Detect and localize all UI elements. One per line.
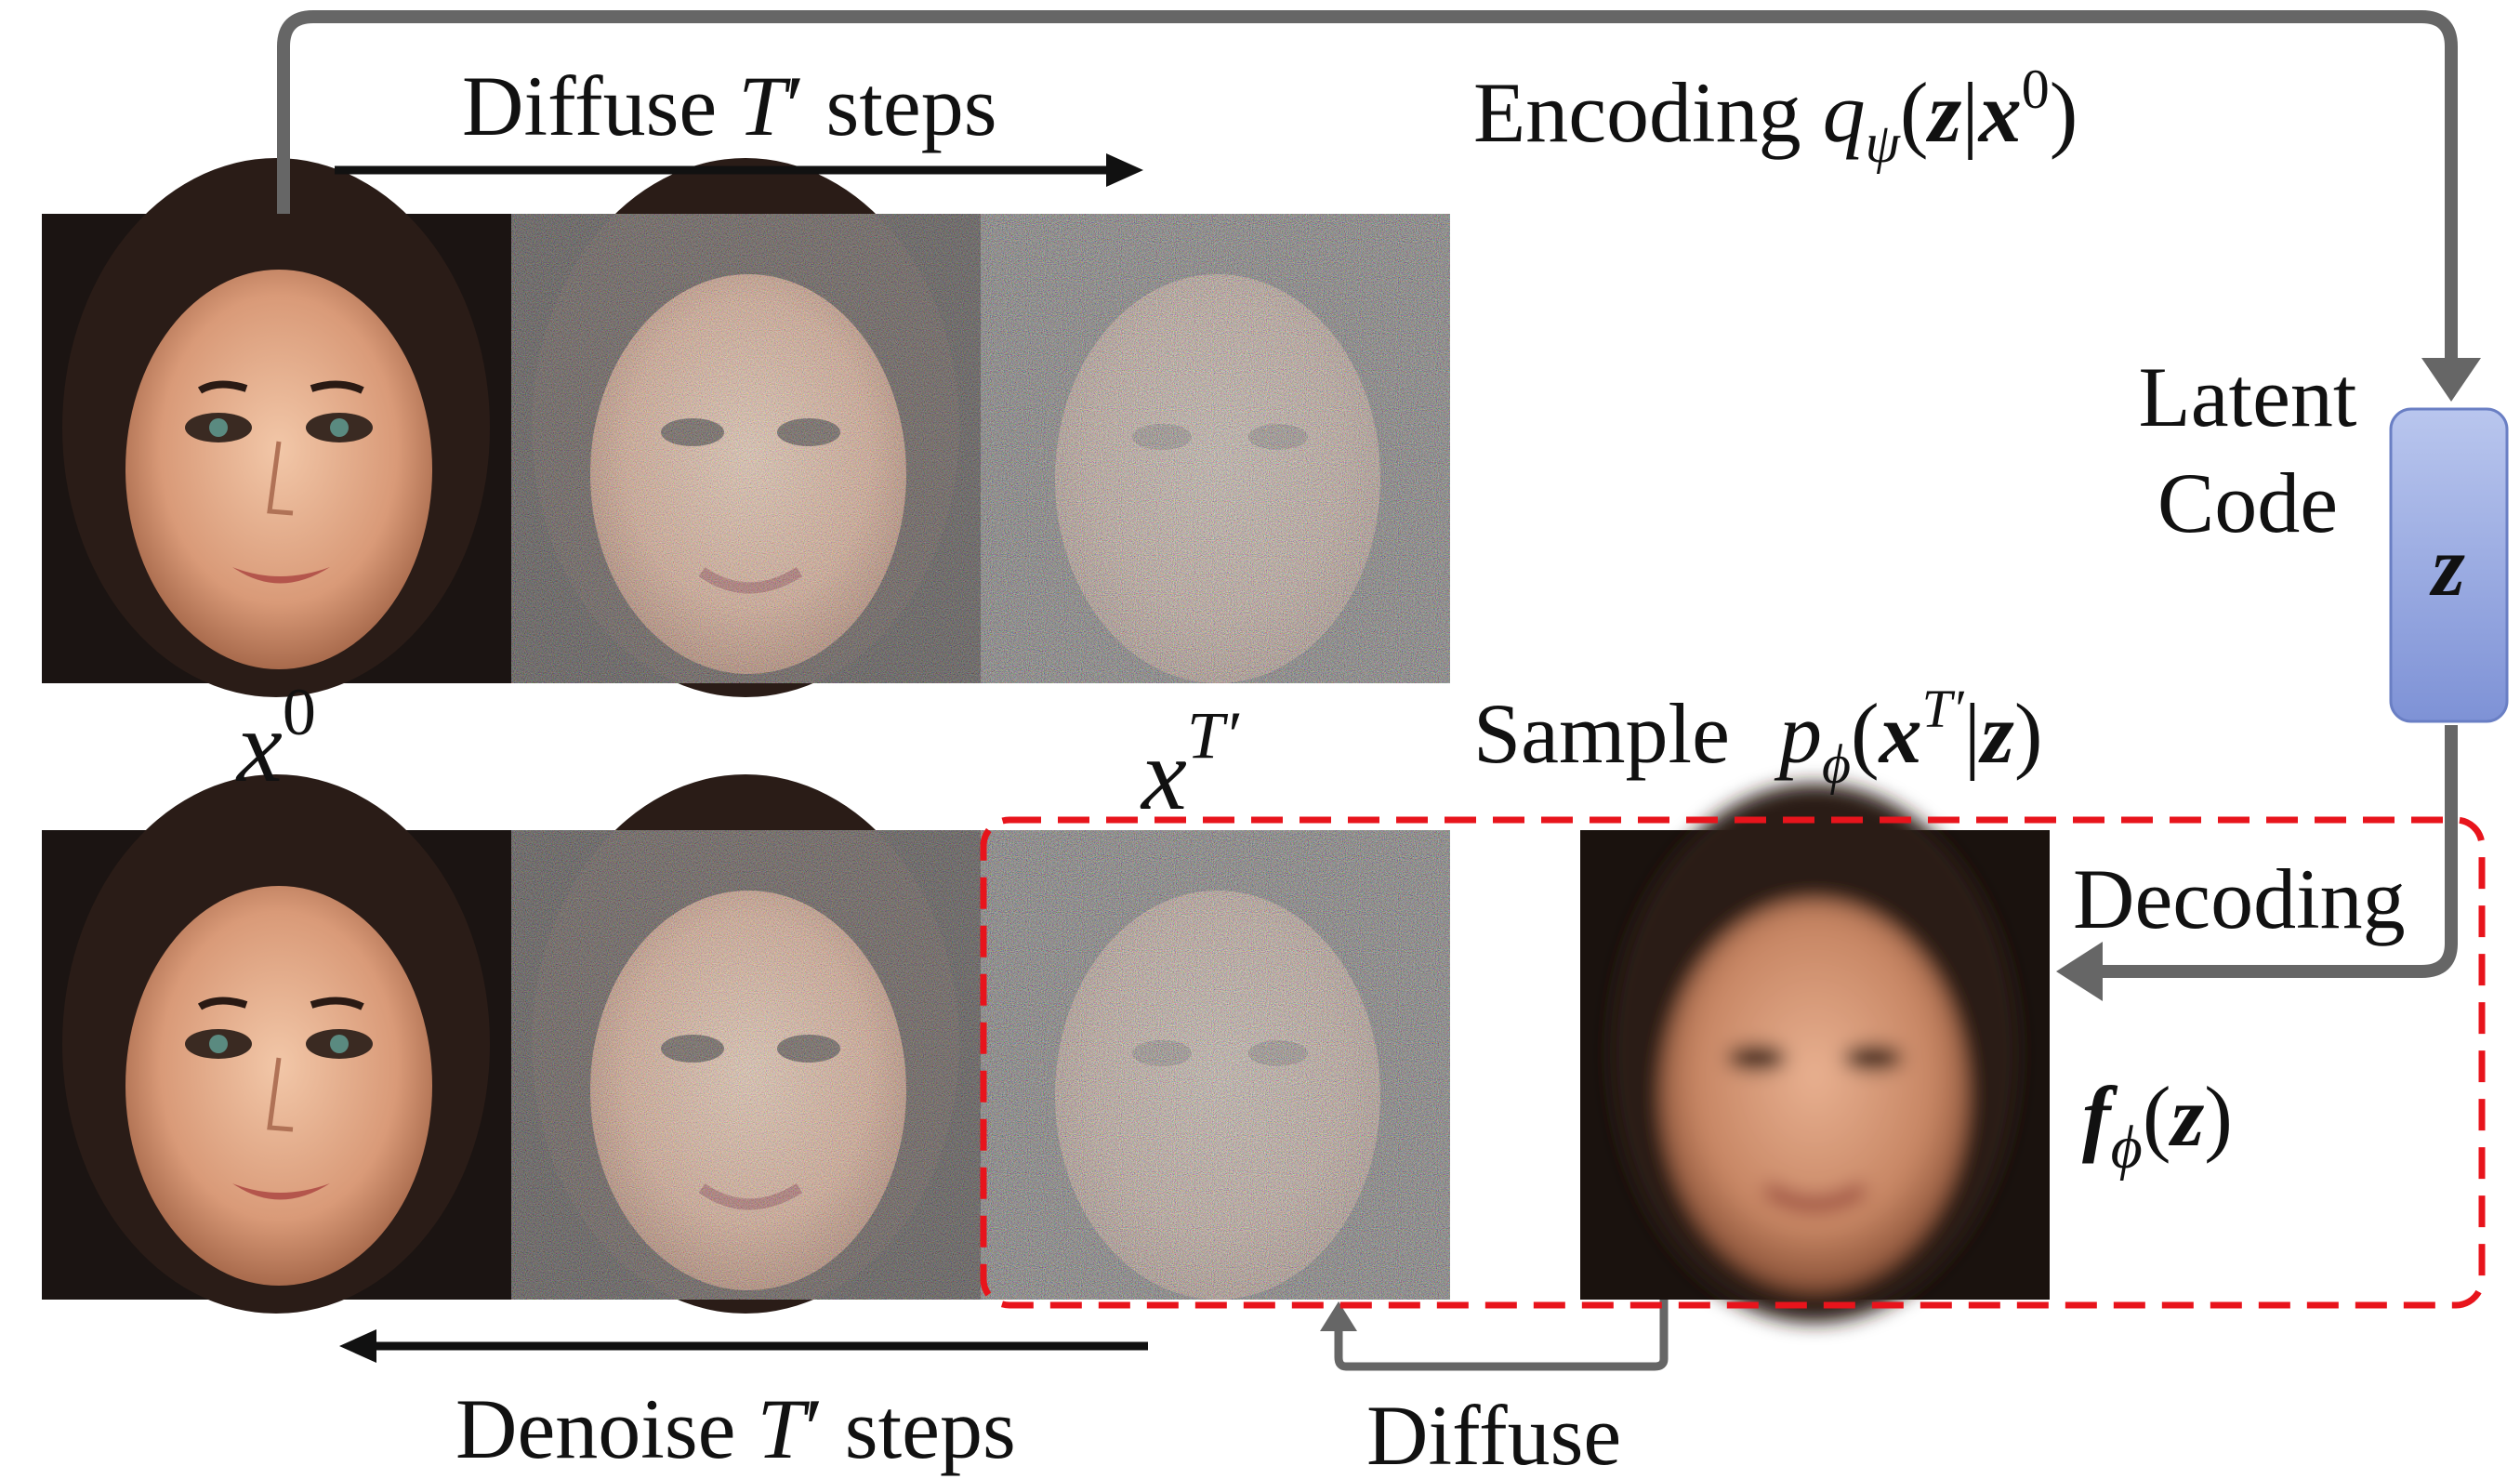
top-row-images — [42, 158, 1450, 697]
diffuse-bottom-label: Diffuse — [1366, 1388, 1621, 1479]
diffuse-bottom-arrowhead — [1320, 1301, 1357, 1331]
image-noisier-face-bottom — [981, 830, 1450, 1300]
image-decoded-face — [1580, 784, 2050, 1323]
image-noisier-face — [981, 214, 1450, 683]
image-clean-face — [42, 158, 511, 697]
decoding-label: Decoding — [2073, 852, 2406, 946]
encoding-arrowhead — [2421, 358, 2481, 402]
diffuse-bottom-arrow — [1334, 1300, 1669, 1371]
encoding-label: Encoding qψ(z|x0) — [1473, 59, 2078, 174]
diffuse-steps-arrowhead — [1106, 153, 1143, 187]
xT-label: xT′ — [1140, 698, 1240, 831]
sample-dashed-box — [980, 816, 2486, 1309]
x0-label: x0 — [235, 675, 316, 803]
image-noisy-face-bottom — [511, 774, 981, 1314]
bottom-row-images — [42, 774, 1450, 1314]
latent-code-box — [2389, 407, 2509, 723]
latent-code-label-line1: Latent — [2139, 350, 2357, 444]
decoding-arrowhead — [2056, 942, 2103, 1001]
latent-z-label: z — [2429, 519, 2465, 614]
sample-label: Sample pϕ(xT′|z) — [1473, 679, 2043, 795]
denoise-steps-arrowhead — [339, 1329, 376, 1363]
diffuse-steps-label: Diffuse T′ steps — [462, 59, 997, 153]
image-noisy-face — [511, 158, 981, 697]
f-phi-label: fϕ(z) — [2082, 1069, 2233, 1182]
encoding-arrow — [277, 10, 2458, 363]
latent-code-label-line2: Code — [2157, 456, 2338, 550]
denoise-steps-label: Denoise T′ steps — [455, 1381, 1016, 1476]
image-reconstructed-face — [42, 774, 511, 1314]
decoding-arrow — [2103, 725, 2458, 978]
